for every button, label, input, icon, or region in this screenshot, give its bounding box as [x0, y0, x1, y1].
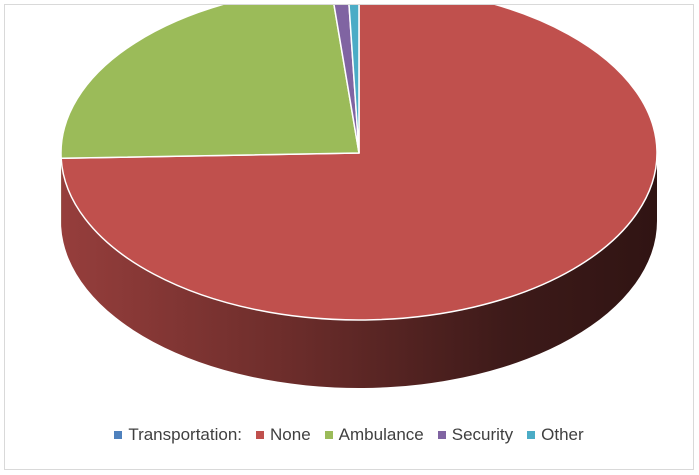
legend-label: Security	[451, 425, 514, 444]
legend-item: Transportation:	[114, 425, 242, 445]
legend-item: Other	[527, 425, 584, 445]
legend-item: Security	[437, 425, 514, 445]
pie-side-none	[61, 153, 658, 388]
pie-slice-security	[333, 5, 360, 154]
legend-label: Other	[541, 425, 584, 444]
chart-area: Transportation: None Ambulance Security Othe…	[4, 4, 694, 470]
legend-swatch	[437, 431, 446, 439]
pie-slice-other	[348, 5, 360, 154]
pie-chart	[60, 5, 658, 388]
legend-item: None	[256, 425, 311, 445]
legend-swatch	[527, 431, 536, 439]
pie-slice-none	[60, 5, 658, 321]
legend-swatch	[114, 431, 123, 439]
legend-label: None	[270, 425, 311, 444]
legend-label: Transportation:	[128, 425, 243, 444]
legend-item: Ambulance	[324, 425, 424, 445]
pie-slice-ambulance	[60, 5, 360, 159]
legend-swatch	[324, 431, 333, 439]
legend-swatch	[256, 431, 265, 439]
legend-label: Ambulance	[338, 425, 424, 444]
legend: Transportation: None Ambulance Security Othe…	[5, 425, 693, 445]
